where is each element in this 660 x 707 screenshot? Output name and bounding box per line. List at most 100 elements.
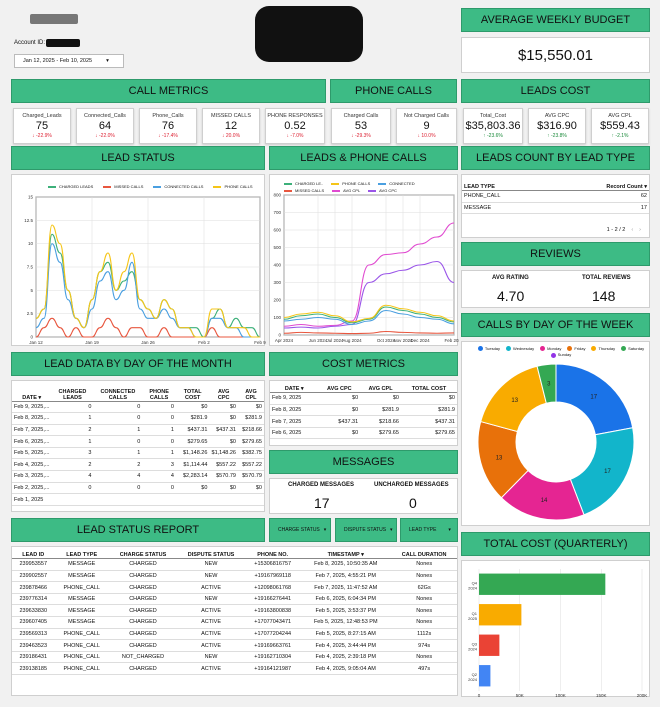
leads-phone-chart: 0 100 200 300 400 500 600 700 800 Apr 2024 Jun 202… <box>273 193 459 344</box>
bar-q2-2024 <box>479 665 491 687</box>
x-tick-label: Jan 12 <box>29 340 43 345</box>
table-row: MESSAGE 17 <box>462 202 649 215</box>
column-header-avg-cpc[interactable]: AVG CPC <box>209 381 238 402</box>
table-cell: 0 <box>142 482 176 495</box>
column-header-connected-calls[interactable]: CONNECTED CALLS <box>93 381 143 402</box>
date-range-picker[interactable]: Jan 12, 2025 - Feb 10, 2025 ▾ <box>14 54 124 68</box>
legend-item-avg-cpc: AVG CPC <box>368 188 397 193</box>
column-header-avg-cpl[interactable]: AVG CPL <box>360 381 401 394</box>
table-cell: MESSAGE <box>54 558 109 571</box>
table-row: Feb 1, 2025 <box>12 493 264 506</box>
series-line-phone-calls <box>35 224 260 338</box>
column-header-charge-status[interactable]: CHARGE STATUS <box>108 547 178 560</box>
table-cell: $0 <box>360 392 401 405</box>
x-tick-label: Apr 2024 <box>275 338 294 343</box>
table-cell: NEW <box>177 593 246 606</box>
table-cell: $279.65 <box>237 435 264 448</box>
column-header-avg-cpc[interactable]: AVG CPC <box>318 381 361 394</box>
column-header-total-cost[interactable]: TOTAL COST <box>175 381 210 402</box>
legend-item-sunday: Sunday <box>550 352 571 358</box>
table-cell: 0 <box>51 482 94 495</box>
data-label: 13 <box>496 455 503 461</box>
table-cell: 239138185 <box>12 662 55 676</box>
table-cell: ACTIVE <box>177 628 246 641</box>
dispute-status-filter[interactable]: DISPUTE STATUS ▾ <box>335 518 397 542</box>
uncharged-messages-value: 0 <box>409 495 417 511</box>
table-cell: $0 <box>175 482 210 495</box>
chevron-left-icon[interactable]: ‹ <box>631 227 634 233</box>
table-row: 239902557 MESSAGE CHARGED NEW +19167969118 Fe… <box>12 570 457 583</box>
table-cell: ACTIVE <box>177 639 246 652</box>
table-cell: 2 <box>93 458 143 472</box>
y-tick-label: 600 <box>273 228 281 233</box>
messages-header: MESSAGES <box>269 450 458 474</box>
table-row: 239633830 MESSAGE CHARGED ACTIVE +1916380083… <box>12 604 457 618</box>
legend-item-phone-calls: PHONE CALLS <box>213 184 253 189</box>
column-header-total-cost[interactable]: TOTAL COST <box>400 381 457 394</box>
table-cell: $0 <box>237 482 264 495</box>
leads-phone-legend: CHARGED LE.. PHONE CALLS CONNECTED MISSED C… <box>284 181 454 193</box>
col-lead-type[interactable]: LEAD TYPE <box>462 179 551 192</box>
table-cell: $281.9 <box>175 412 210 425</box>
table-cell: Feb 6, 2025, 6:04:34 PM <box>300 593 392 606</box>
table-cell: Feb 5, 2025, 3:53:37 PM <box>300 604 392 618</box>
y-tick-label: 800 <box>273 193 281 198</box>
call-metrics-header: CALL METRICS <box>11 79 326 103</box>
avg-rating-label: AVG RATING <box>492 275 529 281</box>
table-cell: $0 <box>209 482 238 495</box>
column-header-dispute-status[interactable]: DISPUTE STATUS <box>177 547 246 560</box>
x-tick-label: Feb 9 <box>254 340 266 345</box>
table-cell: ACTIVE <box>177 581 246 594</box>
table-cell: $279.65 <box>175 435 210 448</box>
charge-status-filter[interactable]: CHARGE STATUS ▾ <box>269 518 331 542</box>
table-cell: 3 <box>51 447 94 460</box>
table-cell: CHARGED <box>108 570 178 583</box>
legend-item-saturday: Saturday <box>621 346 644 352</box>
table-cell: 239569313 <box>12 628 55 641</box>
table-cell: 239953557 <box>12 558 55 571</box>
table-row: Feb 9, 2025 $0 $0 $0 <box>270 392 457 405</box>
series-line-missed-calls <box>283 330 455 335</box>
table-cell: Nones <box>391 593 457 606</box>
col-record-count[interactable]: Record Count ▾ <box>550 179 649 192</box>
table-cell: CHARGED <box>108 558 178 571</box>
lead-type-filter[interactable]: LEAD TYPE ▾ <box>400 518 458 542</box>
column-header-timestamp[interactable]: TIMESTAMP ▾ <box>300 547 392 560</box>
column-header-phone-no[interactable]: PHONE NO. <box>245 547 301 560</box>
table-cell: 1 <box>93 447 143 460</box>
table-cell: $1,148.26 <box>175 447 210 460</box>
y-tick-label: 400 <box>273 263 281 268</box>
table-cell: Feb 5, 2025, 8:27:15 AM <box>300 628 392 641</box>
table-cell: 239186431 <box>12 651 55 664</box>
table-cell: $0 <box>209 401 238 414</box>
column-header-date[interactable]: DATE ▾ <box>12 381 52 402</box>
column-header-charged-leads[interactable]: CHARGED LEADS <box>51 381 94 402</box>
data-label: 3 <box>547 381 551 387</box>
column-header-avg-cpl[interactable]: AVG CPL <box>237 381 264 402</box>
table-cell: Feb 7, 2025 <box>270 415 319 428</box>
column-header-lead-type[interactable]: LEAD TYPE <box>54 547 109 560</box>
table-cell: MESSAGE <box>54 604 109 618</box>
phone-calls-header: PHONE CALLS <box>330 79 457 103</box>
chevron-right-icon[interactable]: › <box>639 227 641 233</box>
table-cell: Feb 8, 2025, 10:50:35 AM <box>300 558 392 571</box>
table-cell: PHONE_CALL <box>54 581 109 594</box>
series-line-phone-calls <box>283 304 455 323</box>
column-header-call-duration[interactable]: CALL DURATION <box>391 547 457 560</box>
y-tick-label: 2024 <box>468 677 478 682</box>
chevron-down-icon: ▾ <box>323 527 327 533</box>
table-row: Feb 7, 2025 $437.31 $218.66 $437.31 <box>270 415 457 428</box>
column-header-date[interactable]: DATE ▾ <box>270 381 319 394</box>
table-cell: $557.22 <box>237 458 264 472</box>
table-cell <box>93 493 143 506</box>
column-header-phone-calls[interactable]: PHONE CALLS <box>142 381 176 402</box>
lead-status-chart-panel: CHARGED LEADS MISSED CALLS CONNECTED CALLS… <box>11 174 266 346</box>
y-tick-label: Q1 <box>472 611 478 616</box>
column-header-lead-id[interactable]: LEAD ID <box>12 547 55 560</box>
table-cell: $0 <box>318 392 361 405</box>
table-cell: PHONE_CALL <box>54 651 109 664</box>
table-cell: Nones <box>391 558 457 571</box>
table-cell: Feb 6, 2025,... <box>12 435 52 448</box>
table-cell <box>237 493 264 506</box>
table-cell: ACTIVE <box>177 616 246 629</box>
